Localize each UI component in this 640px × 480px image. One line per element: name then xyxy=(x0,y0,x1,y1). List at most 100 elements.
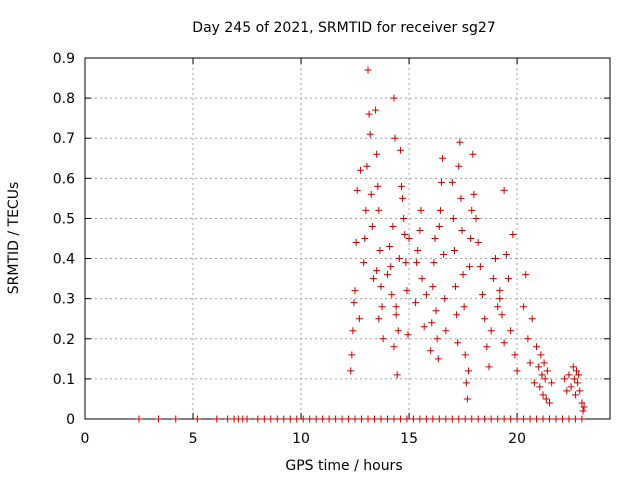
data-point xyxy=(448,178,456,186)
data-point xyxy=(575,371,583,379)
data-point xyxy=(393,371,401,379)
x-tick-label: 10 xyxy=(292,431,310,447)
data-point xyxy=(507,327,515,335)
data-point xyxy=(353,186,361,194)
data-point xyxy=(449,214,457,222)
data-point xyxy=(442,327,450,335)
y-tick-label: 0.8 xyxy=(53,91,75,107)
data-point xyxy=(392,303,400,311)
data-point xyxy=(565,371,573,379)
data-point xyxy=(439,154,447,162)
data-point xyxy=(535,363,543,371)
y-tick-label: 0.1 xyxy=(53,372,75,388)
data-point xyxy=(403,287,411,295)
data-point xyxy=(500,339,508,347)
data-point xyxy=(470,190,478,198)
data-point xyxy=(502,251,510,259)
y-tick-label: 0 xyxy=(66,412,75,428)
data-point xyxy=(348,351,356,359)
data-point xyxy=(365,110,373,118)
data-point xyxy=(349,327,357,335)
data-point xyxy=(494,415,502,423)
data-point xyxy=(398,182,406,190)
data-point xyxy=(526,359,534,367)
data-point xyxy=(433,335,441,343)
data-point xyxy=(413,259,421,267)
data-point xyxy=(455,415,463,423)
data-point xyxy=(533,343,541,351)
data-point xyxy=(395,255,403,263)
data-point xyxy=(494,303,502,311)
data-point xyxy=(435,415,443,423)
data-point xyxy=(400,214,408,222)
data-point xyxy=(461,415,469,423)
data-point xyxy=(378,303,386,311)
data-point xyxy=(373,150,381,158)
data-point xyxy=(507,415,515,423)
data-point xyxy=(543,367,551,375)
data-point xyxy=(489,275,497,283)
data-point xyxy=(391,134,399,142)
data-point xyxy=(539,415,547,423)
data-point xyxy=(319,415,327,423)
data-point xyxy=(193,415,201,423)
data-point xyxy=(542,395,550,403)
data-point xyxy=(455,162,463,170)
y-tick-label: 0.3 xyxy=(53,292,75,308)
data-point xyxy=(469,150,477,158)
data-point xyxy=(418,275,426,283)
x-axis-label: GPS time / hours xyxy=(285,458,402,474)
data-point xyxy=(463,395,471,403)
data-point xyxy=(387,263,395,271)
data-point xyxy=(412,299,420,307)
data-point xyxy=(404,331,412,339)
x-tick-label: 20 xyxy=(508,431,526,447)
x-tick-label: 0 xyxy=(81,431,90,447)
data-point xyxy=(533,415,541,423)
data-point xyxy=(496,287,504,295)
data-point xyxy=(260,415,268,423)
data-point xyxy=(403,415,411,423)
data-point xyxy=(416,226,424,234)
data-point xyxy=(565,415,573,423)
y-tick-label: 0.9 xyxy=(53,51,75,67)
data-point xyxy=(432,307,440,315)
data-point xyxy=(513,415,521,423)
y-axis: 0 0.1 0.2 0.3 0.4 0.5 0.6 0.7 0.8 0.9 xyxy=(53,51,610,428)
data-point xyxy=(541,375,549,383)
data-point xyxy=(436,206,444,214)
data-point xyxy=(509,230,517,238)
data-point xyxy=(254,415,262,423)
data-point xyxy=(390,415,398,423)
data-point xyxy=(396,146,404,154)
data-point xyxy=(361,235,369,242)
data-point xyxy=(286,415,294,423)
data-point xyxy=(312,415,320,423)
data-point xyxy=(573,367,581,375)
data-point xyxy=(364,66,372,74)
data-point xyxy=(487,415,495,423)
data-point xyxy=(325,415,333,423)
data-point xyxy=(511,351,519,359)
data-point xyxy=(528,315,536,323)
data-point xyxy=(441,295,449,303)
data-point xyxy=(468,206,476,214)
data-point xyxy=(496,295,504,303)
data-point xyxy=(427,347,435,355)
data-point xyxy=(434,355,442,363)
chart-title: Day 245 of 2021, SRMTID for receiver sg2… xyxy=(192,20,495,36)
data-point xyxy=(520,303,528,311)
data-point xyxy=(504,275,512,283)
data-point xyxy=(454,339,462,347)
data-point xyxy=(569,363,577,371)
data-point xyxy=(243,415,251,423)
data-point xyxy=(485,363,493,371)
data-point xyxy=(350,299,358,307)
data-point xyxy=(306,415,314,423)
data-point xyxy=(452,283,460,291)
data-point xyxy=(409,415,417,423)
data-point xyxy=(481,315,489,323)
data-point xyxy=(448,415,456,423)
data-point xyxy=(390,343,398,351)
data-point xyxy=(364,415,372,423)
